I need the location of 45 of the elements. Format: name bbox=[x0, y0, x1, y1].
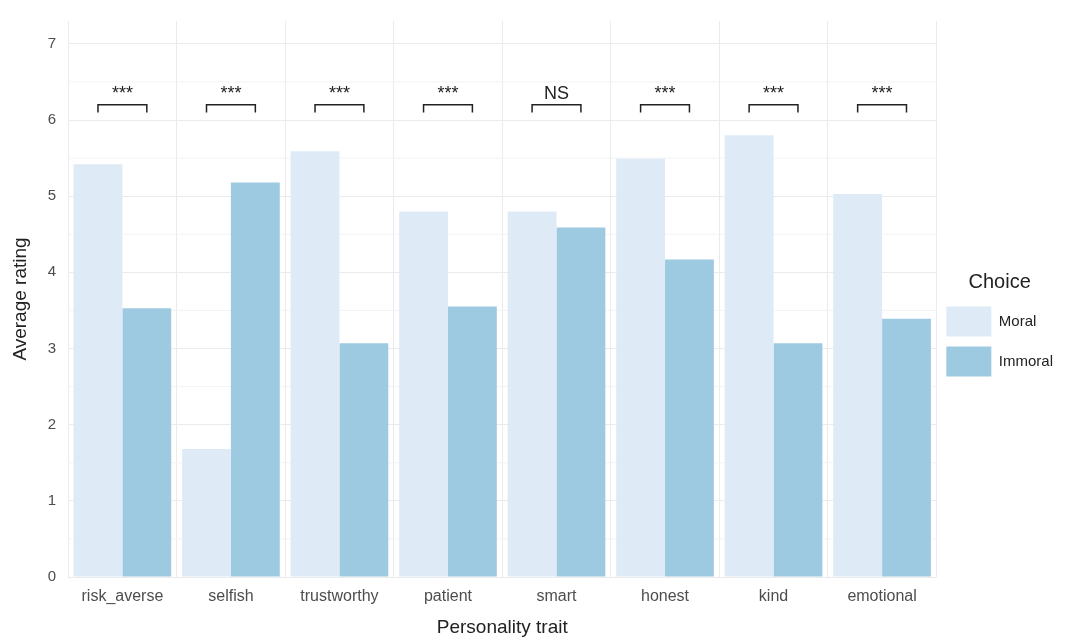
bar bbox=[290, 151, 340, 577]
legend-label: Moral bbox=[998, 311, 1037, 329]
annotation: *** bbox=[220, 82, 242, 103]
annotation: *** bbox=[328, 82, 350, 103]
y-tick-label: 5 bbox=[47, 186, 57, 204]
x-tick-label: selfish bbox=[208, 587, 254, 605]
bar bbox=[73, 164, 123, 577]
bar bbox=[230, 182, 280, 577]
annotation: *** bbox=[763, 82, 785, 103]
x-axis-title: Personality trait bbox=[436, 615, 569, 637]
bar bbox=[882, 318, 931, 577]
x-tick-label: smart bbox=[536, 587, 578, 605]
x-tick-label: patient bbox=[423, 587, 473, 605]
annotation: *** bbox=[437, 82, 459, 103]
x-tick-label: emotional bbox=[847, 587, 917, 605]
bar bbox=[182, 449, 231, 577]
annotation: *** bbox=[871, 82, 893, 103]
y-tick-label: 1 bbox=[47, 490, 57, 508]
bar bbox=[399, 211, 448, 577]
bar bbox=[665, 259, 714, 577]
annotation: *** bbox=[654, 82, 676, 103]
bar bbox=[447, 306, 497, 577]
bar bbox=[122, 308, 172, 577]
legend-label: Immoral bbox=[998, 351, 1053, 369]
y-tick-label: 3 bbox=[47, 338, 57, 356]
bar bbox=[773, 343, 823, 577]
y-tick-label: 7 bbox=[47, 33, 57, 51]
y-tick-label: 6 bbox=[47, 110, 57, 128]
x-tick-label: honest bbox=[641, 587, 690, 605]
bar bbox=[339, 343, 389, 577]
bar bbox=[556, 227, 606, 577]
annotation: *** bbox=[111, 82, 133, 103]
bar bbox=[507, 211, 557, 577]
x-tick-label: kind bbox=[758, 587, 789, 605]
y-tick-label: 4 bbox=[47, 262, 57, 280]
y-tick-label: 2 bbox=[47, 414, 57, 432]
x-tick-label: risk_averse bbox=[81, 587, 164, 606]
annotation: NS bbox=[543, 82, 570, 103]
legend-title: Choice bbox=[968, 270, 1031, 293]
x-tick-label: trustworthy bbox=[300, 587, 379, 605]
bar bbox=[833, 193, 883, 577]
y-axis-title: Average rating bbox=[8, 237, 30, 361]
y-tick-label: 0 bbox=[47, 567, 57, 585]
bar bbox=[616, 158, 666, 577]
bar bbox=[724, 135, 774, 577]
